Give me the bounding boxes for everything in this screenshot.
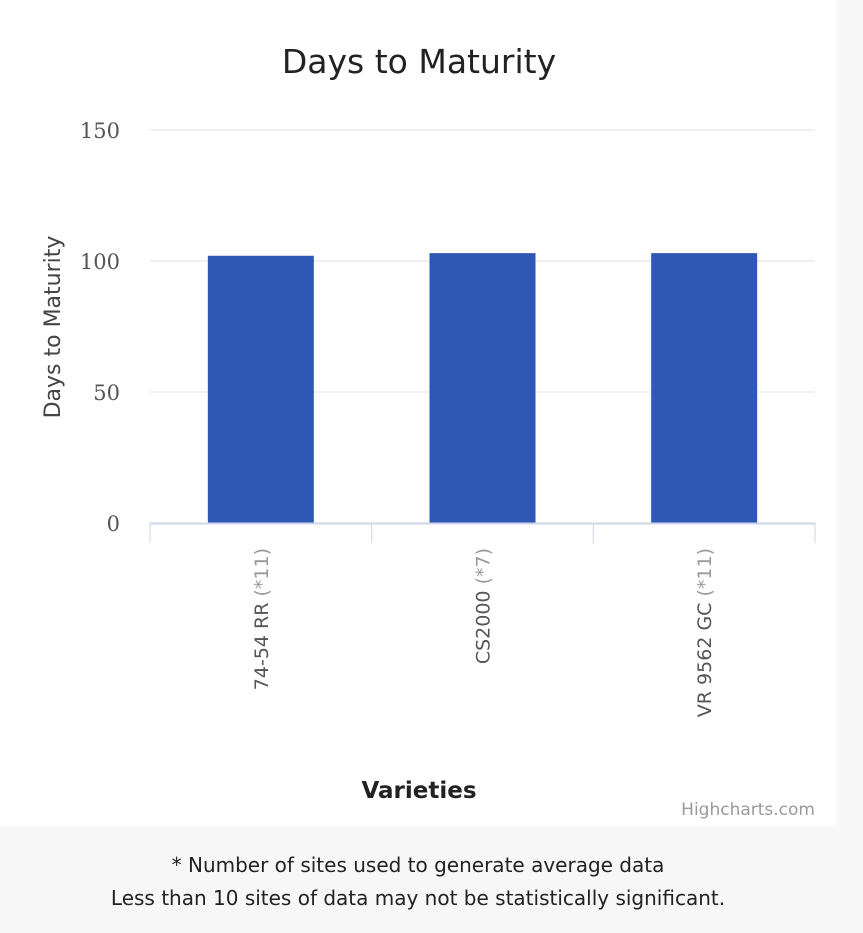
y-tick-label: 150 <box>80 119 120 143</box>
x-axis-tick-labels: 74-54 RR (*11) CS2000 (*7) VR 9562 GC (*11… <box>251 548 716 717</box>
bars <box>207 253 758 523</box>
footnote-sites-note: * Number of sites used to generate avera… <box>171 853 665 877</box>
x-axis <box>149 522 816 543</box>
x-tick-label-note: (*11) <box>694 548 716 597</box>
x-tick-label-name: VR 9562 GC <box>694 597 716 718</box>
y-tick-label: 100 <box>80 250 120 274</box>
bar[interactable] <box>651 253 758 523</box>
x-axis-title: Varieties <box>361 778 476 804</box>
highcharts-credits-link[interactable]: Highcharts.com <box>681 800 815 820</box>
x-tick-label: 74-54 RR (*11) <box>251 548 273 690</box>
y-tick-label: 0 <box>107 512 120 536</box>
footnote-significance-note: Less than 10 sites of data may not be st… <box>110 886 726 910</box>
y-axis-tick-labels: 0 50 100 150 <box>80 119 120 536</box>
y-axis-title: Days to Maturity <box>41 236 66 419</box>
bar-chart: Days to Maturity Days to Maturity 0 50 100… <box>41 42 816 820</box>
x-tick-label: VR 9562 GC (*11) <box>694 548 716 717</box>
x-tick-label-note: (*7) <box>473 548 495 584</box>
bar[interactable] <box>429 253 536 523</box>
x-tick-label-name: 74-54 RR <box>251 597 273 691</box>
x-tick-label: CS2000 (*7) <box>473 548 495 664</box>
chart-title: Days to Maturity <box>282 42 556 81</box>
bar[interactable] <box>207 255 314 523</box>
y-tick-label: 50 <box>93 381 120 405</box>
x-tick-label-name: CS2000 <box>473 584 495 664</box>
x-tick-label-note: (*11) <box>251 548 273 597</box>
chart-card: Days to Maturity Days to Maturity 0 50 100… <box>41 42 816 820</box>
